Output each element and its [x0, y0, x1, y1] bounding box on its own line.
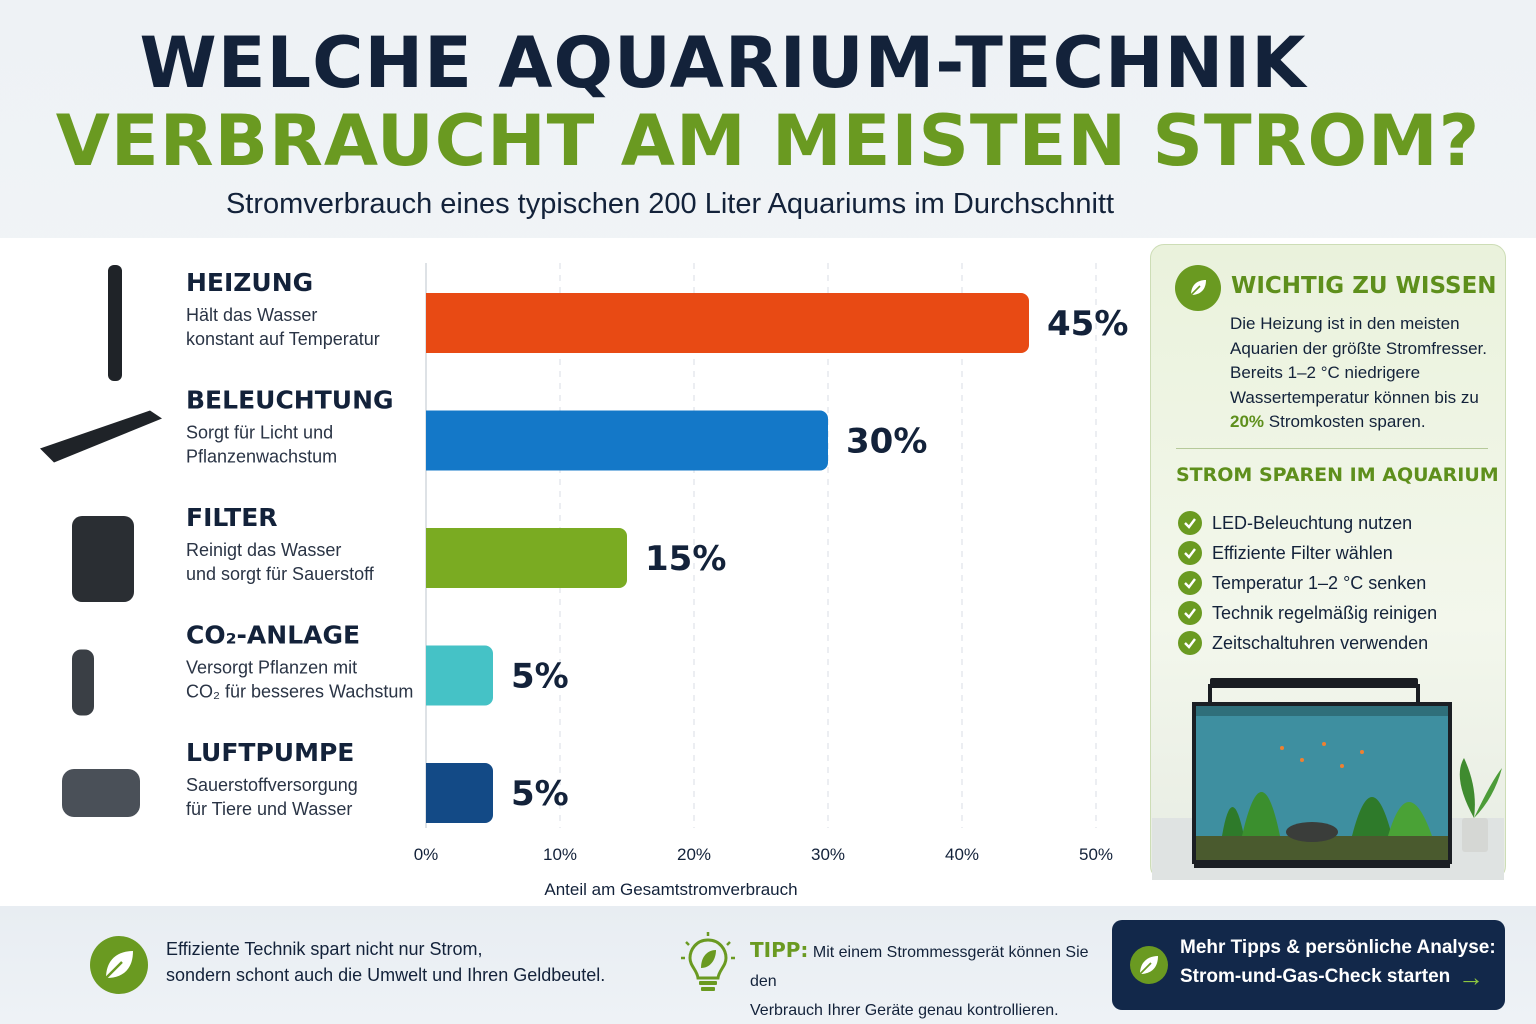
canister-filter-icon — [72, 516, 134, 602]
category-label: HEIZUNG — [186, 268, 313, 297]
bar — [426, 763, 493, 823]
category-label: BELEUCHTUNG — [186, 386, 394, 415]
list-item: Technik regelmäßig reinigen — [1178, 598, 1498, 628]
lightbulb-icon — [681, 932, 735, 991]
bar-left-edge — [426, 763, 436, 823]
category-description: CO₂ für besseres Wachstum — [186, 682, 413, 702]
data-label: 15% — [645, 539, 726, 579]
divider — [1176, 448, 1488, 449]
savings-tips-list: LED-Beleuchtung nutzen Effiziente Filter… — [1178, 508, 1498, 658]
category-description: und sorgt für Sauerstoff — [186, 564, 375, 584]
bar — [426, 410, 828, 471]
category-label: LUFTPUMPE — [186, 738, 354, 767]
page-title-line1: WELCHE AQUARIUM-TECHNIK — [139, 22, 1307, 104]
bar-left-edge — [426, 293, 436, 353]
category-description: für Tiere und Wasser — [186, 799, 352, 819]
x-tick-label: 20% — [677, 845, 711, 864]
leaf-icon — [1175, 265, 1221, 311]
category-description: Pflanzenwachstum — [186, 447, 337, 467]
x-tick-label: 30% — [811, 845, 845, 864]
info-card-title: WICHTIG ZU WISSEN — [1231, 273, 1497, 299]
air-pump-icon — [62, 769, 140, 817]
savings-title: STROM SPAREN IM AQUARIUM — [1176, 464, 1499, 486]
info-card-highlight: 20% — [1230, 412, 1265, 431]
heater-icon — [108, 265, 122, 381]
co2-system-icon — [72, 649, 94, 716]
bar — [426, 528, 627, 588]
category-description: konstant auf Temperatur — [186, 329, 380, 349]
info-card-text: Die Heizung ist in den meisten Aquarien … — [1230, 314, 1488, 431]
x-tick-label: 50% — [1079, 845, 1113, 864]
x-tick-label: 0% — [414, 845, 439, 864]
page-subtitle: Stromverbrauch eines typischen 200 Liter… — [225, 188, 1115, 220]
bar — [426, 293, 1029, 353]
x-axis-label: Anteil am Gesamtstromverbrauch — [544, 880, 797, 899]
bar-chart: 0% 10% 20% 30% 40% 50% Anteil am Gesamtstromve… — [40, 263, 1128, 899]
list-item: Effiziente Filter wählen — [1178, 538, 1498, 568]
data-label: 5% — [511, 657, 569, 697]
leaf-icon — [1130, 946, 1168, 984]
list-item: LED-Beleuchtung nutzen — [1178, 508, 1498, 538]
category-description: Hält das Wasser — [186, 305, 317, 325]
bar — [426, 645, 493, 706]
category-description: Sorgt für Licht und — [186, 423, 333, 443]
bar-left-edge — [426, 410, 436, 471]
cta-line1: Mehr Tipps & persönliche Analyse: — [1180, 937, 1496, 958]
bar-left-edge — [426, 645, 436, 706]
check-icon — [1178, 511, 1202, 535]
category-description: Reinigt das Wasser — [186, 540, 341, 560]
tip-label: TIPP: — [750, 938, 809, 962]
bar-left-edge — [426, 528, 436, 588]
cta-button[interactable]: Mehr Tipps & persönliche Analyse: Strom-… — [1112, 920, 1505, 1010]
x-tick-label: 10% — [543, 845, 577, 864]
tip-box: TIPP: Mit einem Strommessgerät können Si… — [750, 938, 1089, 1019]
list-item: Temperatur 1–2 °C senken — [1178, 568, 1498, 598]
eco-leaf-icon — [90, 936, 148, 994]
eco-message: Effiziente Technik spart nicht nur Strom… — [166, 939, 606, 985]
aquarium-illustration — [1152, 678, 1504, 880]
category-label: CO₂-ANLAGE — [186, 621, 360, 650]
data-label: 30% — [846, 422, 927, 462]
list-item: Zeitschaltuhren verwenden — [1178, 628, 1498, 658]
arrow-right-icon: → — [1458, 962, 1484, 992]
check-icon — [1178, 541, 1202, 565]
data-label: 45% — [1047, 304, 1128, 344]
check-icon — [1178, 631, 1202, 655]
data-label: 5% — [511, 774, 569, 814]
category-description: Versorgt Pflanzen mit — [186, 658, 357, 678]
page-title-line2: VERBRAUCHT AM MEISTEN STROM? — [55, 100, 1481, 182]
category-label: FILTER — [186, 503, 278, 532]
category-description: Sauerstoffversorgung — [186, 775, 358, 795]
check-icon — [1178, 571, 1202, 595]
check-icon — [1178, 601, 1202, 625]
cta-line2: Strom-und-Gas-Check starten — [1180, 966, 1451, 987]
x-tick-label: 40% — [945, 845, 979, 864]
led-light-icon — [40, 410, 162, 463]
